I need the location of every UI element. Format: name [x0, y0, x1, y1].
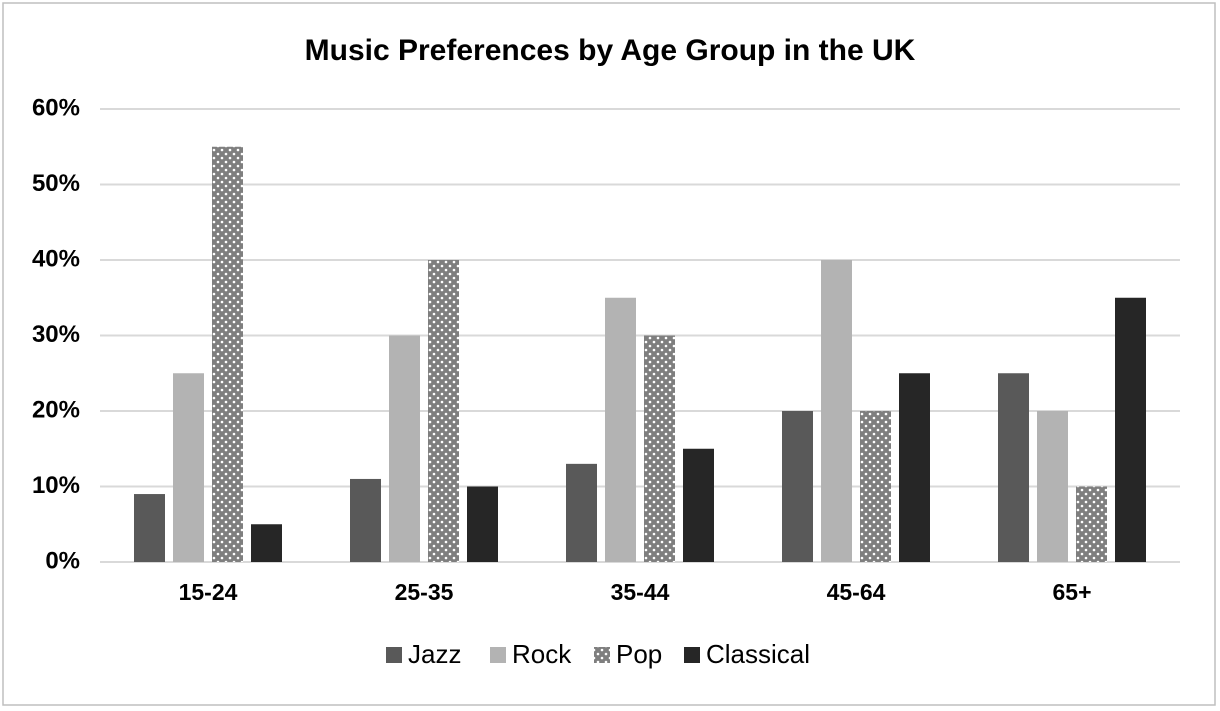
y-tick-label: 10% [32, 472, 80, 499]
bar [350, 478, 381, 562]
legend-swatch [490, 647, 506, 663]
bar [566, 463, 597, 562]
y-tick-label: 60% [32, 94, 80, 121]
bar [251, 524, 282, 562]
chart-title: Music Preferences by Age Group in the UK [305, 34, 916, 67]
bar [467, 486, 498, 562]
x-tick-label: 35-44 [611, 579, 670, 605]
y-tick-label: 40% [32, 245, 80, 272]
legend-label: Jazz [408, 639, 461, 669]
bar [1037, 411, 1068, 562]
y-tick-label: 50% [32, 170, 80, 197]
bar [1076, 486, 1107, 562]
bar [428, 260, 459, 562]
bar [1115, 297, 1146, 562]
x-tick-label: 65+ [1052, 579, 1091, 605]
bar [860, 411, 891, 562]
bar [998, 373, 1029, 562]
legend-swatch [684, 647, 700, 663]
bar [644, 335, 675, 562]
bar [683, 448, 714, 562]
legend-label: Classical [706, 639, 810, 669]
y-tick-label: 0% [45, 547, 80, 574]
bar [899, 373, 930, 562]
y-tick-label: 30% [32, 321, 80, 348]
legend-swatch [594, 647, 610, 663]
bar [212, 146, 243, 562]
legend-label: Pop [616, 639, 662, 669]
y-tick-label: 20% [32, 396, 80, 423]
bar [389, 335, 420, 562]
x-tick-label: 45-64 [827, 579, 886, 605]
bar [173, 373, 204, 562]
bar [134, 494, 165, 562]
legend-label: Rock [512, 639, 572, 669]
bar [821, 260, 852, 562]
legend-swatch [386, 647, 402, 663]
x-tick-label: 15-24 [179, 579, 238, 605]
bar [605, 297, 636, 562]
x-tick-label: 25-35 [395, 579, 454, 605]
bar [782, 411, 813, 562]
